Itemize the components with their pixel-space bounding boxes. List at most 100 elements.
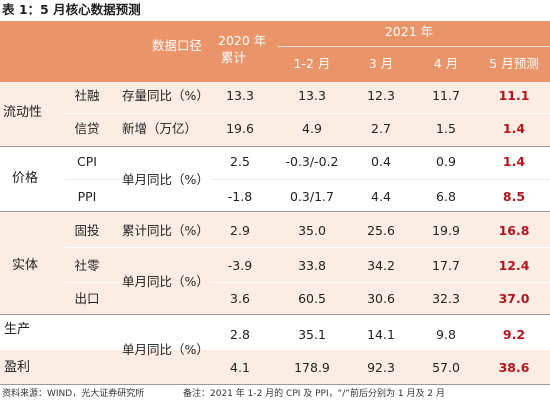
cell-2020: 2.8 bbox=[230, 327, 250, 342]
group-divider bbox=[0, 211, 550, 212]
group-liquidity-bg bbox=[0, 82, 550, 146]
cell-month-5-forecast: 1.4 bbox=[502, 121, 526, 136]
row-item: 固投 bbox=[74, 223, 100, 238]
cell-month-3: 92.3 bbox=[367, 360, 395, 375]
cell-month-4: 32.3 bbox=[432, 291, 460, 306]
metric-label: 单月同比（%） bbox=[122, 342, 209, 357]
cell-month-1-2: 178.9 bbox=[294, 360, 330, 375]
cell-month-3: 0.4 bbox=[371, 154, 391, 169]
header-month-3: 3 月 bbox=[368, 56, 394, 71]
row-item: 社零 bbox=[74, 258, 100, 273]
header-2021-year: 2021 年 bbox=[384, 24, 434, 39]
cell-month-1-2: 60.5 bbox=[298, 291, 326, 306]
group-label-liquidity: 流动性 bbox=[3, 105, 43, 120]
table-title: 表 1：5 月核心数据预测 bbox=[2, 2, 141, 17]
cell-month-5-forecast: 12.4 bbox=[498, 258, 530, 273]
group-production-bg bbox=[0, 315, 550, 350]
group-label-profit: 盈利 bbox=[4, 360, 31, 375]
metric-label: 累计同比（%） bbox=[122, 223, 209, 238]
cell-month-4: 0.9 bbox=[436, 154, 456, 169]
cell-2020: 2.5 bbox=[230, 154, 250, 169]
cell-2020: -1.8 bbox=[227, 189, 253, 204]
table-row: 社融 13.3 13.3 12.3 11.7 11.1 bbox=[0, 88, 550, 104]
group-label-production: 生产 bbox=[4, 322, 31, 337]
header-2020-cumulative: 累计 bbox=[221, 50, 247, 65]
metric-label: 单月同比（%） bbox=[122, 274, 209, 289]
group-profit-bg bbox=[0, 350, 550, 384]
cell-month-5-forecast: 11.1 bbox=[498, 88, 530, 103]
metric-label: 新增（万亿） bbox=[122, 121, 198, 136]
header-divider bbox=[278, 46, 550, 47]
footer-source: 资料来源：WIND，光大证券研究所 bbox=[2, 389, 145, 399]
group-label-real-economy: 实体 bbox=[12, 258, 39, 273]
footer-note: 备注：2021 年 1-2 月的 CPI 及 PPI，“/”前后分别为 1 月及… bbox=[183, 389, 445, 399]
cell-month-4: 6.8 bbox=[436, 189, 456, 204]
header-2020-year: 2020 年 bbox=[218, 33, 267, 48]
header-month-1-2: 1-2 月 bbox=[293, 56, 331, 71]
cell-2020: 19.6 bbox=[226, 121, 254, 136]
cell-month-1-2: 33.8 bbox=[298, 258, 326, 273]
row-item: PPI bbox=[77, 189, 97, 204]
table-row: 2.8 35.1 14.1 9.8 9.2 bbox=[0, 327, 550, 343]
cell-month-5-forecast: 16.8 bbox=[498, 223, 530, 238]
group-divider bbox=[0, 314, 550, 315]
group-label-price: 价格 bbox=[12, 171, 39, 186]
table-row: CPI 2.5 -0.3/-0.2 0.4 0.9 1.4 bbox=[0, 154, 550, 170]
table-row: 固投 2.9 35.0 25.6 19.9 16.8 bbox=[0, 223, 550, 239]
metric-label: 单月同比（%） bbox=[122, 172, 209, 187]
header-month-4: 4 月 bbox=[433, 56, 459, 71]
header-month-5-forecast: 5 月预测 bbox=[489, 56, 539, 71]
cell-month-3: 25.6 bbox=[367, 223, 395, 238]
cell-month-3: 34.2 bbox=[367, 258, 395, 273]
row-divider bbox=[65, 247, 550, 248]
row-item: 信贷 bbox=[74, 121, 100, 136]
cell-month-5-forecast: 37.0 bbox=[498, 291, 530, 306]
cell-month-4: 17.7 bbox=[432, 258, 460, 273]
cell-2020: 3.6 bbox=[230, 291, 250, 306]
cell-month-4: 57.0 bbox=[432, 360, 460, 375]
cell-month-1-2: 35.1 bbox=[298, 327, 326, 342]
cell-2020: -3.9 bbox=[227, 258, 253, 273]
table-row: 社零 -3.9 33.8 34.2 17.7 12.4 bbox=[0, 258, 550, 274]
table-row: 出口 3.6 60.5 30.6 32.3 37.0 bbox=[0, 291, 550, 307]
table-row: 4.1 178.9 92.3 57.0 38.6 bbox=[0, 360, 550, 376]
cell-month-1-2: 0.3/1.7 bbox=[290, 189, 334, 204]
header-months-row: 1-2 月 3 月 4 月 5 月预测 bbox=[0, 56, 550, 72]
row-divider bbox=[210, 282, 550, 283]
cell-month-1-2: 4.9 bbox=[302, 121, 322, 136]
cell-month-5-forecast: 8.5 bbox=[502, 189, 526, 204]
cell-month-1-2: 13.3 bbox=[298, 88, 326, 103]
cell-month-3: 12.3 bbox=[367, 88, 395, 103]
table-row: PPI -1.8 0.3/1.7 4.4 6.8 8.5 bbox=[0, 189, 550, 205]
cell-month-1-2: -0.3/-0.2 bbox=[285, 154, 339, 169]
cell-month-5-forecast: 9.2 bbox=[502, 327, 526, 342]
cell-month-4: 1.5 bbox=[436, 121, 456, 136]
row-divider bbox=[210, 179, 550, 180]
cell-month-1-2: 35.0 bbox=[298, 223, 326, 238]
header-metric-label: 数据口径 bbox=[152, 38, 203, 53]
row-item: 出口 bbox=[74, 291, 100, 306]
cell-month-4: 11.7 bbox=[432, 88, 460, 103]
cell-month-3: 30.6 bbox=[367, 291, 395, 306]
metric-label: 存量同比（%） bbox=[122, 88, 209, 103]
row-item: CPI bbox=[77, 154, 97, 169]
row-divider bbox=[65, 282, 120, 283]
cell-2020: 13.3 bbox=[226, 88, 254, 103]
cell-month-3: 4.4 bbox=[371, 189, 391, 204]
table-bottom-border bbox=[0, 384, 550, 385]
group-divider bbox=[0, 146, 550, 147]
cell-month-3: 2.7 bbox=[371, 121, 391, 136]
row-divider bbox=[65, 179, 120, 180]
row-divider bbox=[65, 113, 550, 114]
cell-month-5-forecast: 1.4 bbox=[502, 154, 526, 169]
table-row: 信贷 19.6 4.9 2.7 1.5 1.4 bbox=[0, 121, 550, 137]
cell-2020: 2.9 bbox=[230, 223, 250, 238]
cell-month-5-forecast: 38.6 bbox=[498, 360, 530, 375]
cell-2020: 4.1 bbox=[230, 360, 250, 375]
row-item: 社融 bbox=[74, 88, 100, 103]
group-real-economy-bg bbox=[0, 212, 550, 314]
cell-month-4: 9.8 bbox=[436, 327, 456, 342]
cell-month-3: 14.1 bbox=[367, 327, 395, 342]
table-header-bg bbox=[0, 21, 550, 82]
